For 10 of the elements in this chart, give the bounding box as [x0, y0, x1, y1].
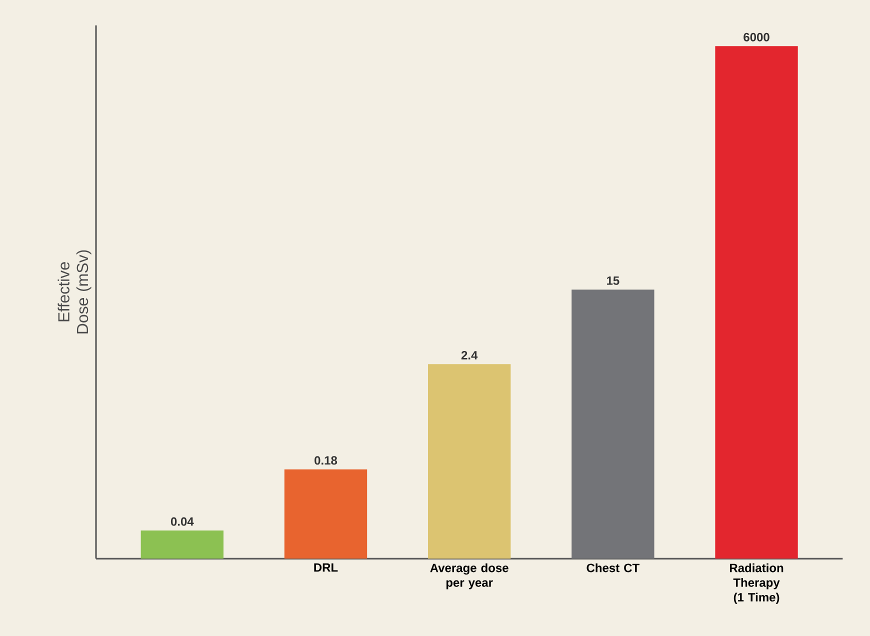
data-label: 0.18	[314, 456, 338, 465]
y-axis-title: Effective Dose (mSv)	[58, 250, 92, 334]
x-tick-label: Chest CT	[586, 563, 640, 572]
data-label: 15	[607, 276, 620, 285]
x-tick-label: Average dose per year	[430, 563, 508, 590]
data-label: 6000	[744, 32, 770, 42]
x-tick-label: Radiation Therapy (1 Time)	[730, 563, 784, 604]
data-label: 0.04	[170, 517, 194, 526]
x-tick-label: DRL	[314, 563, 338, 572]
data-label: 2.4	[461, 350, 478, 360]
